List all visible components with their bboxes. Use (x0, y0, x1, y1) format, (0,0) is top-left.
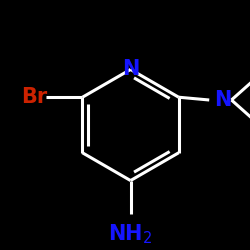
Text: NH$_2$: NH$_2$ (108, 222, 153, 246)
Text: N: N (214, 90, 232, 110)
Text: N: N (122, 60, 139, 80)
Text: Br: Br (21, 87, 47, 107)
